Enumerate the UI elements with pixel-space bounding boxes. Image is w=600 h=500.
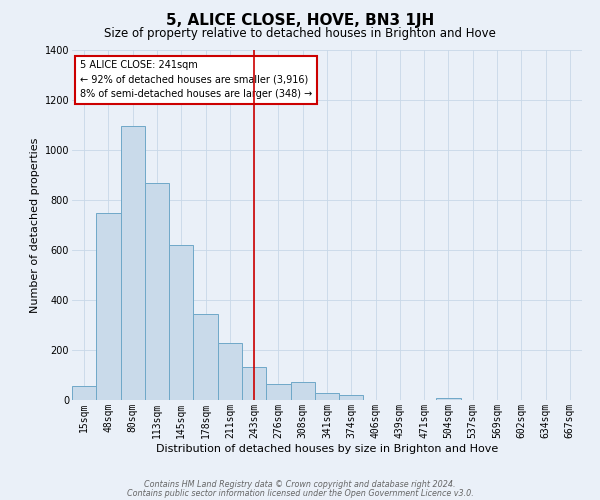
Bar [169,245,193,400]
Bar [242,366,266,400]
Bar [72,386,96,400]
Bar [96,212,121,400]
X-axis label: Distribution of detached houses by size in Brighton and Hove: Distribution of detached houses by size … [156,444,498,454]
Bar [315,393,339,400]
Text: Contains HM Land Registry data © Crown copyright and database right 2024.: Contains HM Land Registry data © Crown c… [144,480,456,489]
Bar [266,384,290,400]
Bar [436,398,461,400]
Bar [339,395,364,400]
Y-axis label: Number of detached properties: Number of detached properties [31,138,40,312]
Bar [121,126,145,400]
Bar [218,343,242,400]
Bar [145,182,169,400]
Bar [290,382,315,400]
Text: Size of property relative to detached houses in Brighton and Hove: Size of property relative to detached ho… [104,28,496,40]
Text: 5 ALICE CLOSE: 241sqm
← 92% of detached houses are smaller (3,916)
8% of semi-de: 5 ALICE CLOSE: 241sqm ← 92% of detached … [80,60,312,100]
Text: 5, ALICE CLOSE, HOVE, BN3 1JH: 5, ALICE CLOSE, HOVE, BN3 1JH [166,12,434,28]
Text: Contains public sector information licensed under the Open Government Licence v3: Contains public sector information licen… [127,488,473,498]
Bar [193,314,218,400]
